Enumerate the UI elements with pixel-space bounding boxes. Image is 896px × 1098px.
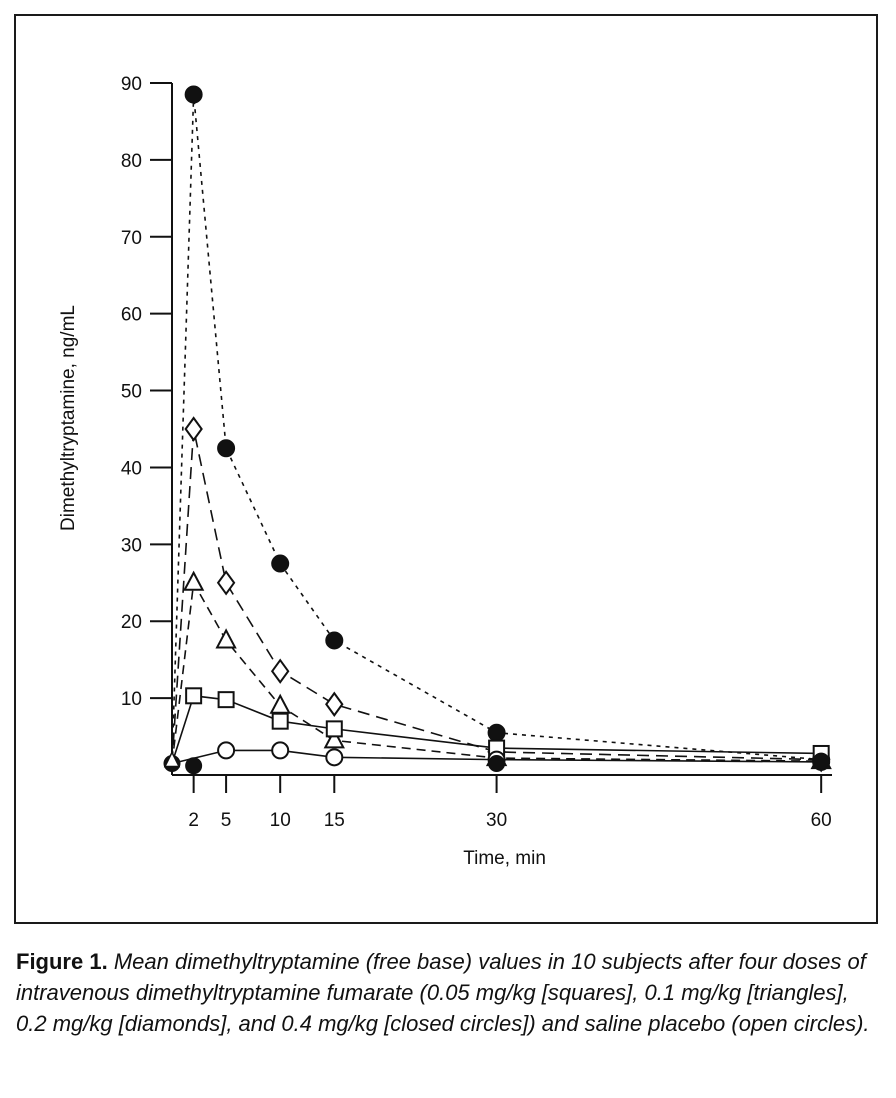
- x-tick-label: 10: [270, 810, 291, 831]
- square-point: [271, 712, 289, 730]
- x-tick-label: 15: [324, 810, 345, 831]
- diamond-point: [184, 416, 203, 442]
- y-tick-label: 60: [121, 305, 142, 326]
- triangle-point: [182, 570, 205, 591]
- y-tick-label: 70: [121, 228, 142, 249]
- baseline-start-triangle: [163, 750, 181, 768]
- axis-labels: Time, min Dimethyltryptamine, ng/mL 10 20…: [58, 74, 832, 869]
- x-tick-label: 2: [188, 810, 199, 831]
- diamond-point: [270, 658, 290, 684]
- closed-circle-point: [184, 85, 203, 104]
- baseline-closed-circle-point: [812, 752, 830, 770]
- baseline-closed-circle-point: [185, 757, 203, 775]
- y-tick-label: 40: [121, 458, 142, 479]
- triangle-point: [215, 628, 237, 649]
- triangle-point: [323, 728, 345, 749]
- closed-circle-point: [325, 631, 344, 650]
- baseline-closed-circle-point: [488, 754, 506, 772]
- series-group: [171, 94, 822, 765]
- marker-group: [163, 85, 832, 775]
- diamond-series-line: [171, 428, 822, 764]
- closed-circle-point: [271, 554, 290, 573]
- open-circle-series-line: [171, 749, 822, 765]
- y-axis-label: Dimethyltryptamine, ng/mL: [58, 305, 79, 531]
- axes: [150, 82, 832, 793]
- diamond-point: [216, 570, 236, 596]
- closed-circle-point: [487, 723, 506, 742]
- open-circle-point: [325, 748, 344, 767]
- y-tick-label: 90: [121, 74, 142, 95]
- y-tick-label: 20: [121, 612, 142, 633]
- y-tick-label: 30: [121, 535, 142, 556]
- square-point: [185, 687, 203, 705]
- y-tick-label: 10: [121, 689, 142, 710]
- open-circle-point: [217, 741, 236, 760]
- x-axis-label: Time, min: [463, 848, 546, 869]
- closed-circle-series-line: [171, 94, 822, 764]
- square-point: [325, 720, 343, 738]
- caption-label: Figure 1.: [16, 949, 108, 974]
- square-point: [217, 691, 235, 709]
- y-tick-label: 50: [121, 382, 142, 403]
- open-circle-point: [271, 741, 290, 760]
- chart-area: Time, min Dimethyltryptamine, ng/mL 10 20…: [58, 74, 832, 869]
- x-tick-label: 30: [486, 810, 507, 831]
- y-tick-label: 80: [121, 151, 142, 172]
- diamond-point: [325, 691, 344, 717]
- caption-text: Mean dimethyltryptamine (free base) valu…: [16, 949, 870, 1036]
- x-tick-label: 5: [221, 810, 232, 831]
- closed-circle-point: [217, 439, 236, 458]
- figure-frame: [14, 14, 878, 924]
- figure-caption: Figure 1. Mean dimethyltryptamine (free …: [16, 946, 876, 1039]
- x-tick-label: 60: [811, 810, 832, 831]
